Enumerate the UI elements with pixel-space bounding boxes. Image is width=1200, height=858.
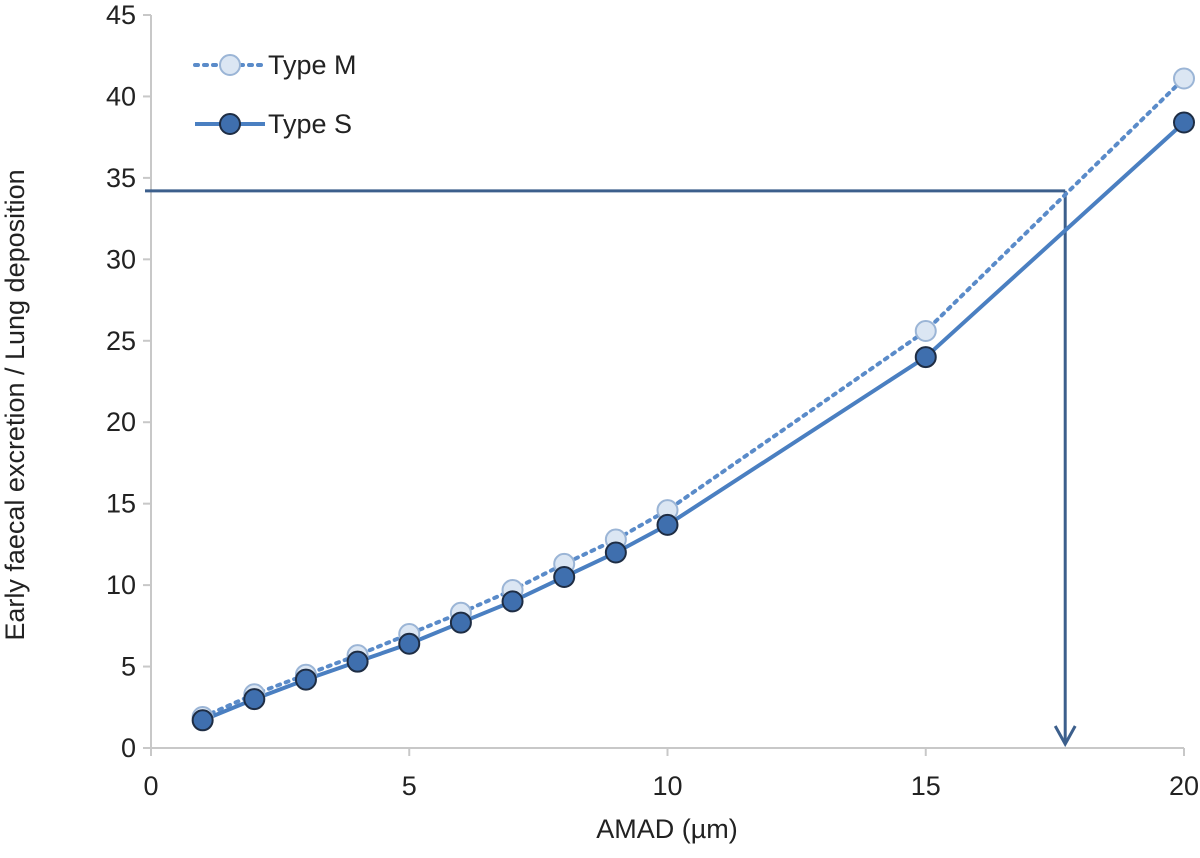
x-ticks: 0 5 10 15 20 [143,748,1199,801]
data-point-type-s [914,346,937,369]
x-axis-title: AMAD (µm) [596,814,738,844]
data-point-type-s [191,709,214,732]
y-tick-label: 20 [106,407,136,437]
data-point-type-s [656,513,679,536]
data-point-type-s [398,632,421,655]
legend-label: Type M [268,50,357,80]
y-tick-label: 0 [121,733,136,763]
data-point-type-m [914,320,937,343]
y-tick-label: 25 [106,326,136,356]
y-tick-label: 35 [106,163,136,193]
x-tick-label: 0 [143,771,158,801]
arrow-head [1053,725,1077,748]
series-line-type-m [200,76,1186,720]
legend-item-type-m: Type M [193,50,357,80]
x-tick-label: 15 [911,771,941,801]
x-tick-label: 10 [652,771,682,801]
data-point-type-s [553,565,576,588]
data-point-type-s [604,541,627,564]
legend-item-type-s: Type S [195,109,352,139]
data-point-type-s [243,688,266,711]
data-point-type-m [1173,67,1195,90]
y-tick-label: 30 [106,244,136,274]
reading-arrow [145,189,1077,748]
y-ticks: 0 5 10 15 20 25 30 35 40 45 [106,0,151,763]
x-tick-label: 5 [402,771,417,801]
series-line-type-s [201,121,1186,723]
data-point-type-s [1173,111,1195,134]
y-tick-label: 15 [106,489,136,519]
y-tick-label: 45 [106,0,136,30]
legend-label: Type S [268,109,352,139]
legend-marker-swatch [219,113,241,135]
y-tick-label: 10 [106,570,136,600]
y-tick-label: 40 [106,81,136,111]
y-tick-label: 5 [121,652,136,682]
data-point-type-s [501,590,524,613]
data-point-type-s [346,650,369,673]
data-point-type-s [449,611,472,634]
y-axis-title: Early faecal excretion / Lung deposition [0,169,30,640]
legend-marker-swatch [219,54,241,76]
series-layer [191,67,1195,732]
legend: Type M Type S [193,50,357,139]
x-tick-label: 20 [1169,771,1199,801]
data-point-type-s [294,668,317,691]
